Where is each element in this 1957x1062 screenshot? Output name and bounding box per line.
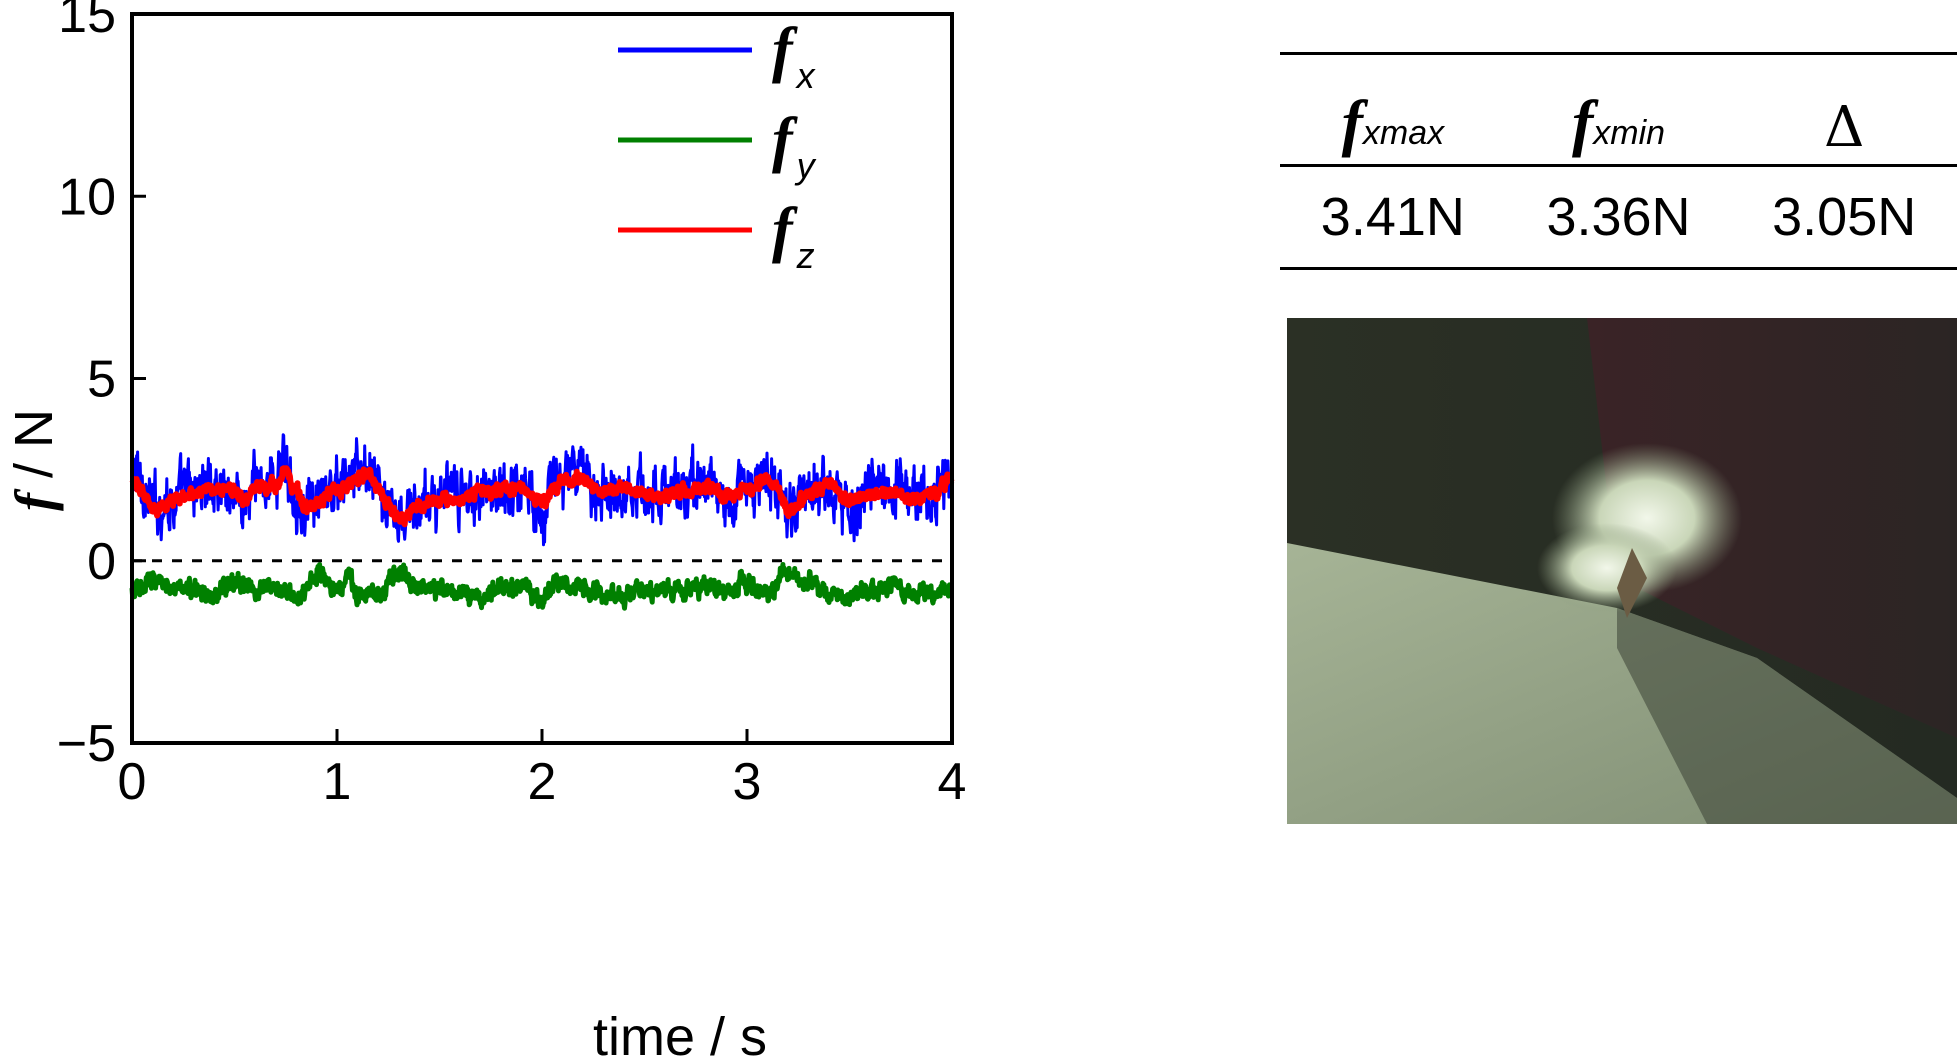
plot-frame xyxy=(130,12,954,745)
table-top-rule xyxy=(1280,52,1957,55)
table-header-row: fxmax fxmin Δ xyxy=(1280,55,1957,164)
value-delta: 3.05N xyxy=(1772,187,1917,247)
stats-table: fxmax fxmin Δ 3.41N 3.36N 3.05N xyxy=(1280,52,1957,270)
x-tick-label: 0 xyxy=(118,753,147,811)
table-mid-rule xyxy=(1280,164,1957,167)
value-fxmin: 3.36N xyxy=(1546,187,1691,247)
y-tick-label: 10 xyxy=(58,168,116,226)
header-fxmax: fxmax xyxy=(1341,87,1445,158)
table-bottom-rule xyxy=(1280,267,1957,270)
x-tick-label: 2 xyxy=(528,753,557,811)
table-row: 3.41N 3.36N 3.05N xyxy=(1280,167,1957,267)
y-tick-label: 0 xyxy=(87,533,116,591)
x-tick-label: 3 xyxy=(733,753,762,811)
y-axis-title-unit: / N xyxy=(4,409,64,493)
y-axis-title: f / N xyxy=(4,409,64,511)
y-tick-label: 15 xyxy=(58,0,116,44)
header-delta: Δ xyxy=(1823,95,1865,160)
cutting-photo xyxy=(1287,318,1957,824)
series-line-fz xyxy=(129,465,955,528)
value-fxmax: 3.41N xyxy=(1320,187,1465,247)
series-layer xyxy=(129,433,955,611)
x-axis-title: time / s xyxy=(593,1007,767,1062)
series-line-fy xyxy=(129,562,955,611)
legend: f x f y f z xyxy=(618,16,817,276)
y-tick-label: −5 xyxy=(57,715,116,773)
y-tick-label: 5 xyxy=(87,351,116,409)
x-tick-label: 1 xyxy=(323,753,352,811)
x-tick-label: 4 xyxy=(938,753,967,811)
header-fxmin: fxmin xyxy=(1571,87,1666,158)
y-axis-title-symbol: f xyxy=(4,488,64,511)
